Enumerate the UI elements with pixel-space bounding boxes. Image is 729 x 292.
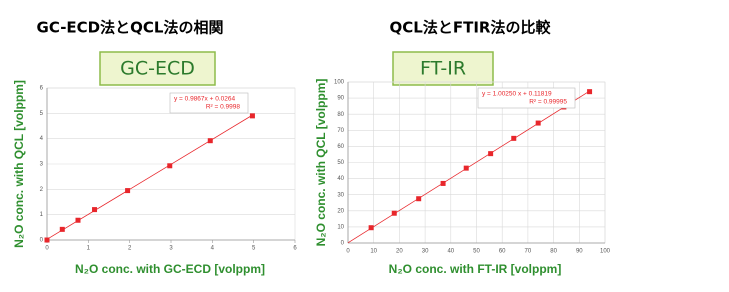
x-tick-label: 40 [447, 249, 454, 255]
point [535, 120, 541, 126]
point [391, 210, 397, 216]
badge-label: FT-IR [420, 58, 466, 80]
x-tick-label: 80 [550, 249, 557, 255]
x-tick-label: 6 [293, 246, 297, 252]
point [59, 226, 65, 232]
x-axis-label: N₂O conc. with GC-ECD [volppm] [75, 262, 265, 276]
equation-box [169, 92, 249, 114]
point [167, 163, 173, 169]
y-tick-label: 40 [337, 176, 344, 182]
y-tick-label: 70 [337, 128, 344, 134]
y-tick-label: 6 [40, 86, 44, 92]
y-tick-label: 10 [337, 224, 344, 230]
r-squared: R² = 0.9998 [206, 104, 241, 111]
point [249, 113, 255, 119]
chart-title: QCL法とFTIR法の比較 [390, 19, 552, 37]
x-tick-label: 1 [87, 246, 91, 252]
x-tick-label: 20 [396, 249, 403, 255]
equation: y = 0.9867x + 0.0264 [174, 96, 235, 103]
x-tick-label: 30 [422, 249, 429, 255]
badge-label: GC-ECD [120, 58, 195, 80]
y-axis-label: N₂O conc. with QCL [volppm] [314, 79, 328, 247]
point [44, 237, 50, 243]
point [207, 138, 213, 144]
y-tick-label: 60 [337, 144, 344, 150]
y-tick-label: 1 [40, 212, 44, 218]
y-tick-label: 0 [341, 241, 345, 247]
point [587, 89, 593, 95]
y-tick-label: 100 [334, 80, 345, 86]
x-tick-label: 5 [252, 246, 256, 252]
point [75, 217, 81, 223]
x-tick-label: 4 [211, 246, 215, 252]
r-squared: R² = 0.99995 [529, 99, 567, 106]
y-tick-label: 50 [337, 160, 344, 166]
trendline [46, 114, 253, 240]
y-axis-label: N₂O conc. with QCL [volppm] [12, 80, 26, 248]
x-tick-label: 10 [370, 249, 377, 255]
y-tick-label: 5 [40, 111, 44, 117]
y-tick-label: 80 [337, 112, 344, 118]
y-tick-label: 4 [40, 136, 44, 142]
point [511, 135, 517, 141]
x-tick-label: 90 [576, 249, 583, 255]
equation-box [477, 87, 576, 109]
x-axis-label: N₂O conc. with FT-IR [volppm] [389, 262, 562, 276]
chart-title: GC-ECD法とQCL法の相関 [37, 19, 224, 37]
y-tick-label: 0 [40, 238, 44, 244]
y-tick-label: 30 [337, 192, 344, 198]
x-tick-label: 0 [346, 249, 350, 255]
point [125, 188, 131, 194]
point [92, 207, 98, 213]
point [416, 196, 422, 202]
x-tick-label: 70 [525, 249, 532, 255]
x-tick-label: 0 [45, 246, 49, 252]
x-tick-label: 50 [473, 249, 480, 255]
badge-box [392, 51, 494, 86]
x-tick-label: 2 [128, 246, 132, 252]
point [463, 165, 469, 171]
badge-box [99, 51, 216, 86]
point [368, 225, 374, 231]
point [488, 151, 494, 157]
y-tick-label: 3 [40, 162, 44, 168]
x-tick-label: 60 [499, 249, 506, 255]
x-tick-label: 100 [600, 249, 611, 255]
trendline [347, 90, 590, 244]
equation: y = 1.00250 x + 0.11819 [482, 91, 552, 98]
y-tick-label: 90 [337, 96, 344, 102]
y-tick-label: 20 [337, 208, 344, 214]
point [440, 180, 446, 186]
x-tick-label: 3 [169, 246, 173, 252]
y-tick-label: 2 [40, 187, 44, 193]
